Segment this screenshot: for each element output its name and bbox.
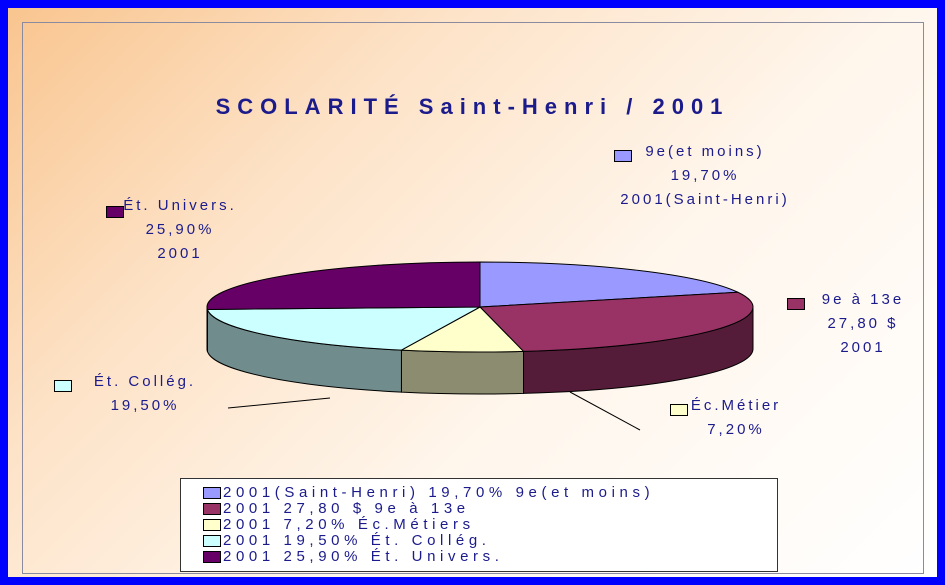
legend-item: 2001(Saint-Henri) 19,70% 9e(et moins) xyxy=(181,485,777,501)
label-series: 2001 xyxy=(840,339,886,356)
legend-label: 2001(Saint-Henri) 19,70% 9e(et moins) xyxy=(223,484,655,501)
legend-key xyxy=(203,503,221,515)
legend-key xyxy=(203,551,221,563)
label-value: 7,20% xyxy=(707,421,765,438)
plot-border xyxy=(22,22,924,574)
data-label: 9e(et moins) 19,70% 2001(Saint-Henri) xyxy=(620,140,790,212)
label-category: Éc.Métier xyxy=(690,397,782,414)
leader-line xyxy=(227,397,331,409)
legend-item: 2001 19,50% Ét. Collég. xyxy=(181,533,777,549)
legend-label: 2001 19,50% Ét. Collég. xyxy=(223,532,491,549)
legend-key xyxy=(614,150,632,162)
legend-key xyxy=(203,519,221,531)
label-value: 19,50% xyxy=(110,397,180,414)
pie-sides xyxy=(206,306,754,395)
leader-line xyxy=(569,391,641,431)
legend-key xyxy=(203,487,221,499)
pie-slice xyxy=(399,306,525,353)
data-label: Éc.Métier 7,20% xyxy=(686,394,786,442)
label-category: 9e à 13e xyxy=(821,291,905,308)
pie-slice xyxy=(206,261,481,310)
legend-label: 2001 27,80 $ 9e à 13e xyxy=(223,500,470,517)
legend-label: 2001 7,20% Éc.Métiers xyxy=(223,516,475,533)
label-value: 27,80 $ xyxy=(827,315,899,332)
label-category: Ét. Collég. xyxy=(93,373,197,390)
data-label: Ét. Univers. 25,90% 2001 xyxy=(120,194,240,266)
legend-key xyxy=(203,535,221,547)
legend: 2001(Saint-Henri) 19,70% 9e(et moins) 200… xyxy=(180,478,778,572)
label-category: Ét. Univers. xyxy=(123,197,237,214)
data-label: 9e à 13e 27,80 $ 2001 xyxy=(804,288,922,360)
chart-area: SCOLARITÉ Saint-Henri / 2001 9e(et moins… xyxy=(8,8,937,577)
pie-slice-side xyxy=(400,349,525,395)
label-value: 25,90% xyxy=(145,221,215,238)
legend-item: 2001 27,80 $ 9e à 13e xyxy=(181,501,777,517)
legend-key xyxy=(787,298,805,310)
legend-item: 2001 7,20% Éc.Métiers xyxy=(181,517,777,533)
pie-tops xyxy=(206,261,754,353)
pie-slice xyxy=(206,306,481,351)
legend-label: 2001 25,90% Ét. Univers. xyxy=(223,548,504,565)
legend-item: 2001 25,90% Ét. Univers. xyxy=(181,549,777,565)
pie-chart xyxy=(206,261,754,431)
label-series: 2001 xyxy=(157,245,203,262)
data-label: Ét. Collég. 19,50% xyxy=(70,370,220,418)
legend-key xyxy=(670,404,688,416)
legend-key xyxy=(54,380,72,392)
label-series: 2001(Saint-Henri) xyxy=(620,191,790,208)
chart-title: SCOLARITÉ Saint-Henri / 2001 xyxy=(215,94,730,119)
pie-slice xyxy=(478,291,754,352)
label-category: 9e(et moins) xyxy=(645,143,765,160)
legend-key xyxy=(106,206,124,218)
label-value: 19,70% xyxy=(670,167,740,184)
